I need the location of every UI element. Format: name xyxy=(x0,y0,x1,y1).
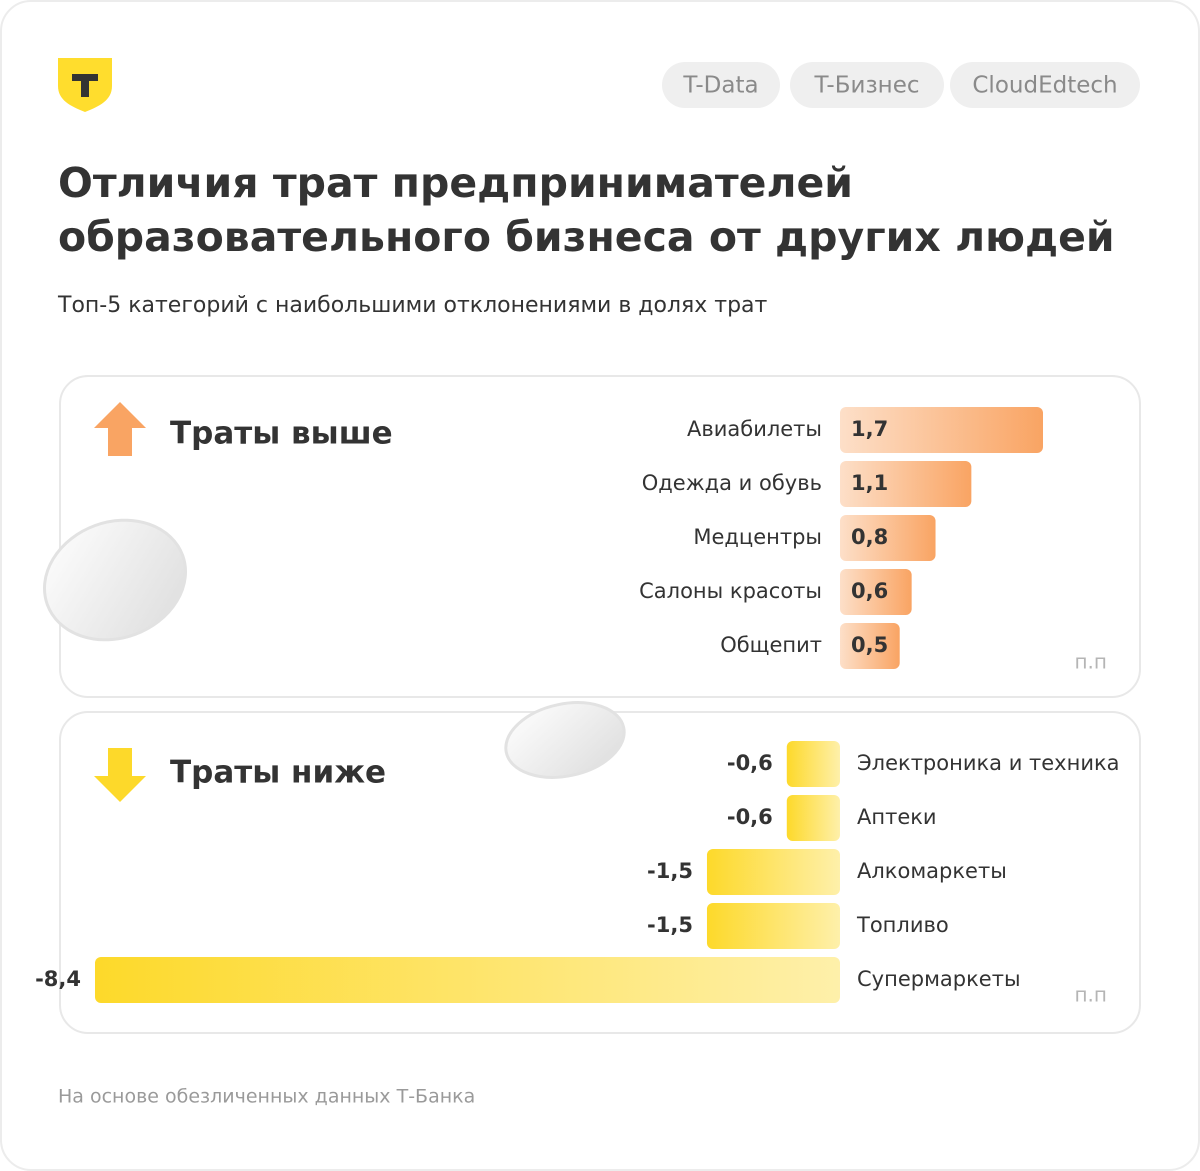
coin xyxy=(42,518,626,779)
title-line: образовательного бизнеса от других людей xyxy=(58,213,1115,261)
bar xyxy=(840,569,912,615)
arrow-up xyxy=(94,402,146,456)
value-label: -0,6 xyxy=(727,751,773,775)
category-label: Общепит xyxy=(720,633,822,657)
panel-title: Траты ниже xyxy=(170,755,386,791)
value-label: -1,5 xyxy=(647,913,693,937)
category-label: Одежда и обувь xyxy=(642,471,822,495)
category-label: Супермаркеты xyxy=(857,967,1021,991)
category-label: Салоны красоты xyxy=(639,579,822,603)
category-label: Авиабилеты xyxy=(687,417,822,441)
value-label: 0,8 xyxy=(851,525,888,549)
tag: CloudEdtech xyxy=(972,73,1117,99)
value-label: 1,1 xyxy=(851,471,888,495)
tag-pill xyxy=(790,62,944,108)
value-label: -0,6 xyxy=(727,805,773,829)
category-label: Электроника и техника xyxy=(857,751,1120,775)
category-label: Медцентры xyxy=(693,525,822,549)
value-label: 0,6 xyxy=(851,579,888,603)
logo xyxy=(58,58,112,112)
value-label: -1,5 xyxy=(647,859,693,883)
tag: T-Data xyxy=(682,73,758,99)
bar xyxy=(786,795,840,841)
bar xyxy=(706,849,840,895)
bar xyxy=(95,957,840,1003)
bar xyxy=(840,515,936,561)
footer: На основе обезличенных данных Т-Банка xyxy=(58,1086,475,1108)
bar xyxy=(706,903,840,949)
bar xyxy=(840,623,900,669)
tag-pill xyxy=(950,62,1140,108)
unit: п.п xyxy=(1074,650,1107,674)
panel xyxy=(59,375,1141,698)
tags: T-Data T-Бизнес CloudEdtech xyxy=(662,62,1140,108)
bar xyxy=(840,407,1043,453)
panel-title: Траты выше xyxy=(170,416,393,452)
unit: п.п xyxy=(1074,983,1107,1007)
tag: T-Бизнес xyxy=(813,73,919,99)
bar xyxy=(840,461,972,507)
title-line: Отличия трат предпринимателей xyxy=(58,159,853,207)
value-label: -8,4 xyxy=(35,967,81,991)
value-label: 0,5 xyxy=(851,633,888,657)
value-label: 1,7 xyxy=(851,417,888,441)
tag-pill xyxy=(662,62,780,108)
subtitle: Топ-5 категорий с наибольшими отклонения… xyxy=(57,293,768,318)
bar xyxy=(786,741,840,787)
category-label: Алкомаркеты xyxy=(857,859,1007,883)
category-label: Аптеки xyxy=(857,805,937,829)
arrow-down xyxy=(94,748,146,802)
category-label: Топливо xyxy=(856,913,949,937)
